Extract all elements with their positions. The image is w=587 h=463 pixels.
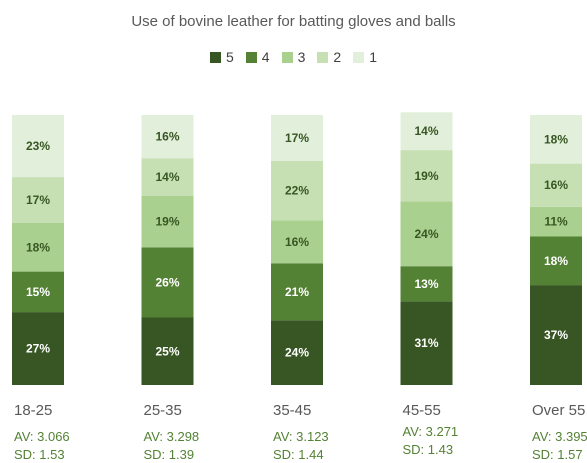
data-label-18-25-level-5: 27% [26,342,50,356]
data-label-35-45-level-4: 21% [285,285,309,299]
legend-item-1: 1 [353,49,377,65]
bar-45-55-level-2 [400,150,453,202]
category-label-0: 18-25 [14,402,52,419]
data-label-25-35-level-1: 16% [155,130,179,144]
bar-18-25-level-2 [12,177,64,223]
average-label-3: AV: 3.271 [403,424,459,439]
legend-item-4: 4 [245,49,270,65]
average-label-0: AV: 3.066 [14,429,70,444]
bar-18-25-level-1 [12,115,64,178]
legend-swatch-3 [281,51,293,63]
bar-25-35-level-4 [141,247,194,318]
bar-25-35-level-1 [141,115,194,159]
data-label-35-45-level-1: 17% [285,131,309,145]
data-label-18-25-level-3: 18% [26,240,50,254]
legend-label-5: 5 [226,49,234,65]
bar-Over 55-level-3 [530,206,582,237]
data-label-Over 55-level-1: 18% [544,132,568,146]
bar-45-55-level-4 [400,266,453,302]
data-label-Over 55-level-4: 18% [544,254,568,268]
bar-35-45-level-5 [271,320,323,385]
bar-Over 55-level-2 [530,163,582,207]
legend-swatch-1 [353,51,365,63]
chart-title: Use of bovine leather for batting gloves… [131,13,456,30]
bar-18-25-level-5 [12,312,64,385]
data-label-25-35-level-2: 14% [155,170,179,184]
bar-Over 55-level-1 [530,115,582,164]
chart-legend: 5 4 3 2 1 [0,49,587,65]
data-label-18-25-level-4: 15% [26,285,50,299]
legend-swatch-5 [210,51,221,63]
data-label-25-35-level-3: 19% [155,215,179,229]
sd-label-0: SD: 1.53 [14,447,65,462]
data-label-Over 55-level-5: 37% [544,328,568,342]
legend-label-1: 1 [369,49,377,65]
data-label-35-45-level-3: 16% [285,235,309,249]
data-label-25-35-level-5: 25% [155,344,179,358]
data-label-45-55-level-5: 31% [414,336,438,350]
sd-label-1: SD: 1.39 [144,447,195,462]
data-label-45-55-level-1: 14% [414,124,438,138]
category-label-2: 35-45 [273,402,311,419]
data-label-45-55-level-4: 13% [414,277,438,291]
category-label-3: 45-55 [403,402,441,419]
data-label-25-35-level-4: 26% [155,275,179,289]
category-label-4: Over 55 [532,402,585,419]
bar-Over 55-level-4 [530,236,582,286]
bar-25-35-level-5 [141,317,194,385]
average-label-1: AV: 3.298 [144,429,200,444]
bar-35-45-level-1 [271,115,323,161]
bar-Over 55-level-5 [530,285,582,385]
sd-label-4: SD: 1.57 [532,447,583,462]
bar-45-55-level-5 [400,301,453,385]
data-label-Over 55-level-2: 16% [544,178,568,192]
legend-label-4: 4 [261,49,270,65]
bar-45-55-level-3 [400,201,453,267]
bar-18-25-level-4 [12,271,64,313]
legend-item-2: 2 [317,49,341,65]
bar-45-55-level-1 [400,112,453,151]
sd-label-2: SD: 1.44 [273,447,324,462]
bar-25-35-level-2 [141,158,194,196]
bar-35-45-level-4 [271,263,323,321]
sd-label-3: SD: 1.43 [403,442,454,457]
bar-35-45-level-2 [271,160,323,221]
data-label-18-25-level-2: 17% [26,193,50,207]
legend-item-5: 5 [210,49,234,65]
bar-18-25-level-3 [12,223,64,272]
legend-item-3: 3 [281,49,306,65]
category-label-1: 25-35 [144,402,182,419]
data-label-35-45-level-5: 24% [285,346,309,360]
average-label-2: AV: 3.123 [273,429,329,444]
bar-25-35-level-3 [141,196,194,248]
average-label-4: AV: 3.395 [532,429,587,444]
legend-label-2: 2 [333,49,342,65]
legend-swatch-2 [317,51,329,63]
data-label-35-45-level-2: 22% [285,184,309,198]
data-label-18-25-level-1: 23% [26,139,50,153]
data-label-45-55-level-3: 24% [414,227,438,241]
bar-35-45-level-3 [271,220,323,264]
legend-label-3: 3 [297,49,306,65]
data-label-Over 55-level-3: 11% [544,215,568,229]
legend-swatch-4 [245,51,257,63]
data-label-45-55-level-2: 19% [414,169,438,183]
